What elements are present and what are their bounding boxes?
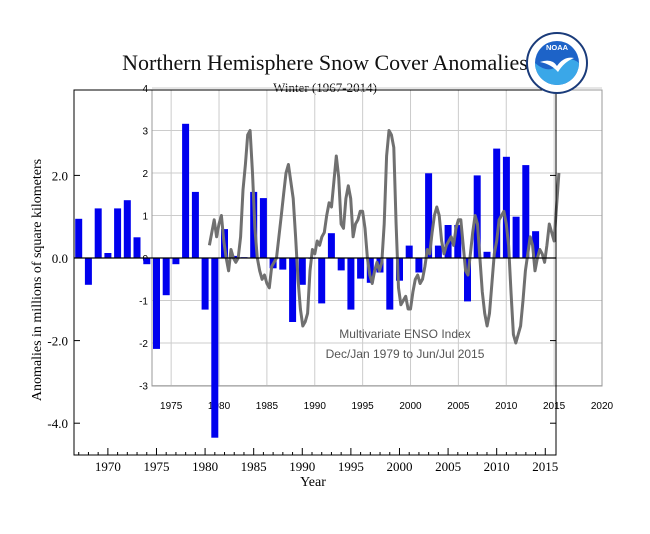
- snow-bar: [522, 165, 530, 258]
- snow-bar: [143, 258, 151, 265]
- snow-bar: [201, 258, 209, 310]
- snow-bar: [182, 123, 190, 258]
- snow-bar: [502, 156, 510, 258]
- snow-bar: [415, 258, 423, 273]
- snow-bar: [94, 208, 102, 258]
- snow-bar: [162, 258, 170, 296]
- snow-bar: [191, 191, 199, 258]
- snow-bar: [386, 258, 394, 310]
- enso-y-tick-label: 2: [142, 169, 148, 180]
- snow-bar: [84, 258, 92, 285]
- snow-bar: [259, 198, 267, 258]
- x-axis-label: Year: [300, 475, 326, 490]
- enso-y-tick-label: 1: [142, 212, 148, 223]
- snow-bar: [114, 208, 122, 258]
- enso-grid: 1975 1980 1985 1990 1995 2000 2005 2010 2015 2020…: [139, 84, 613, 412]
- enso-layer: [207, 129, 561, 345]
- x-tick-label: 1990: [289, 459, 315, 474]
- noaa-logo-text: NOAA: [546, 43, 569, 52]
- snow-bar: [464, 258, 471, 302]
- snow-bar: [123, 200, 131, 258]
- enso-label-line1: Multivariate ENSO Index: [339, 327, 470, 341]
- snow-bar: [473, 175, 481, 258]
- snow-bar: [396, 258, 403, 281]
- snow-bar: [211, 258, 219, 438]
- x-tick-label: 2015: [532, 459, 558, 474]
- snow-bar: [104, 253, 112, 258]
- main-frame: [73, 89, 557, 456]
- snow-bar: [337, 258, 345, 271]
- snow-bar: [357, 258, 365, 279]
- enso-x-tick-label: 2000: [399, 401, 422, 412]
- noaa-logo: NOAA: [526, 32, 588, 94]
- y-tick-label: -2.0: [47, 334, 68, 349]
- snow-bar: [318, 258, 326, 304]
- enso-x-tick-label: 1985: [256, 401, 279, 412]
- x-tick-label: 1985: [241, 459, 267, 474]
- snow-bar: [454, 225, 462, 258]
- snow-bar: [133, 237, 141, 258]
- x-tick-label: 1995: [338, 459, 364, 474]
- snow-bar: [347, 258, 355, 310]
- enso-y-tick-label: -2: [139, 339, 148, 350]
- enso-x-tick-label: 1980: [208, 401, 231, 412]
- enso-series-line: [207, 129, 561, 345]
- enso-y-tick-label: 3: [142, 127, 148, 138]
- snow-bar: [512, 216, 520, 258]
- x-tick-label: 1970: [95, 459, 121, 474]
- snow-bar: [425, 173, 433, 258]
- enso-x-tick-label: 1990: [304, 401, 327, 412]
- snow-bar: [327, 233, 335, 258]
- x-tick-label: 1980: [192, 459, 218, 474]
- snow-bar: [493, 148, 501, 258]
- enso-x-tick-label: 1995: [352, 401, 375, 412]
- x-tick-label: 2005: [435, 459, 461, 474]
- enso-x-tick-label: 1975: [160, 401, 183, 412]
- enso-label-line2: Dec/Jan 1979 to Jun/Jul 2015: [326, 347, 485, 361]
- enso-x-tick-label: 2020: [591, 401, 614, 412]
- snow-bar: [75, 218, 83, 258]
- snow-bar: [289, 258, 297, 322]
- x-tick-label: 2000: [386, 459, 412, 474]
- snow-bar: [405, 245, 413, 258]
- y-tick-label: -4.0: [47, 416, 68, 431]
- main-axes: -4.0 -2.0 0.0 2.0 1970 1975 1980 1985 1990 1995 20…: [47, 89, 558, 474]
- enso-x-tick-label: 2015: [543, 401, 566, 412]
- chart-title: Northern Hemisphere Snow Cover Anomalies: [122, 50, 528, 75]
- enso-y-tick-label: -1: [139, 297, 148, 308]
- enso-x-tick-label: 2005: [447, 401, 470, 412]
- x-tick-label: 1975: [143, 459, 169, 474]
- x-tick-label: 2010: [484, 459, 510, 474]
- snow-bar: [172, 258, 180, 265]
- snow-bar: [298, 258, 306, 285]
- snow-bar: [279, 258, 287, 270]
- snow-bar: [434, 245, 442, 258]
- y-tick-label: 0.0: [52, 251, 68, 266]
- y-tick-label: 2.0: [52, 168, 68, 183]
- enso-x-tick-label: 2010: [495, 401, 518, 412]
- snow-bar: [153, 258, 160, 349]
- snow-bar: [483, 251, 491, 258]
- snow-bar: [532, 231, 540, 258]
- y-axis-label: Anomalies in millions of square kilomete…: [30, 159, 45, 401]
- snow-cover-bars: [75, 123, 540, 438]
- enso-y-tick-label: -3: [139, 382, 148, 393]
